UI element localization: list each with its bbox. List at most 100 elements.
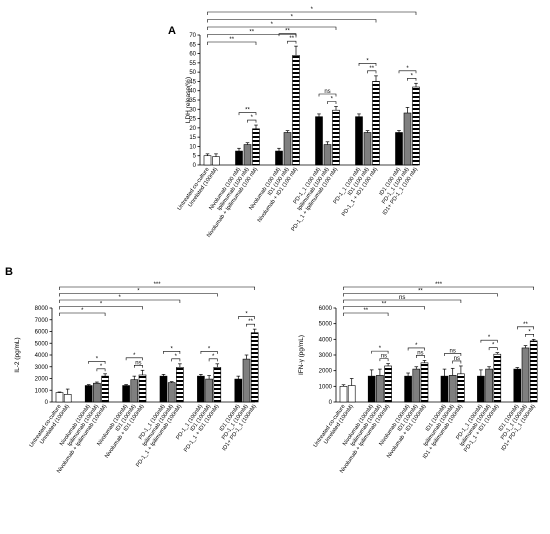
bar (243, 144, 252, 166)
panel-label: B (5, 266, 13, 278)
significance-bracket (371, 350, 389, 354)
bar (138, 374, 147, 403)
significance-bracket (207, 41, 257, 45)
significance-label: ** (363, 308, 368, 314)
y-tick-label: 35 (189, 98, 196, 104)
bar (130, 379, 139, 403)
significance-bracket (343, 286, 534, 290)
significance-label: ns (324, 89, 330, 95)
significance-bracket (96, 368, 106, 372)
panel-a-ldh-chart: A 0 5 10 15 20 25 30 35 40 45 50 55 60 65 70 LDH release… (168, 7, 420, 239)
significance-bracket (367, 70, 377, 74)
bar (275, 150, 283, 166)
significance-label: * (271, 22, 274, 28)
y-tick-label: 5000 (35, 341, 49, 347)
significance-bracket (407, 347, 425, 351)
bar (420, 362, 429, 403)
panel-b-il2-chart: B 0 1000 2000 3000 4000 5000 6000 7000 8000 IL-2 (… (5, 266, 259, 475)
y-tick-label: 40 (189, 89, 196, 95)
bar (477, 375, 485, 403)
y-tick-label: 6000 (35, 330, 49, 336)
significance-bracket (343, 293, 498, 297)
bar (412, 86, 420, 166)
significance-label: * (175, 354, 178, 360)
significance-bracket (278, 33, 297, 37)
bar (529, 340, 538, 403)
significance-label: ** (248, 319, 253, 325)
bar (367, 375, 376, 403)
significance-label: * (212, 354, 215, 360)
significance-label: * (366, 58, 369, 64)
significance-label: * (137, 289, 140, 295)
significance-bracket (163, 351, 181, 354)
bar (376, 375, 384, 403)
significance-label: ns (450, 348, 456, 354)
significance-label: * (251, 115, 254, 121)
bar (84, 385, 93, 403)
y-tick-label: 0 (329, 400, 333, 406)
significance-bracket (327, 101, 337, 104)
significance-label: ** (523, 322, 528, 328)
significance-bracket (59, 286, 255, 290)
significance-bracket (407, 77, 417, 81)
y-tick-label: 60 (189, 52, 196, 58)
significance-label: *** (435, 282, 443, 288)
significance-label: ns (135, 360, 141, 366)
y-tick-label: 70 (189, 33, 196, 39)
bar (412, 368, 421, 403)
bar (197, 375, 205, 403)
significance-label: * (488, 335, 491, 341)
y-tick-label: 0 (193, 163, 197, 169)
significance-bracket (416, 355, 425, 358)
significance-label: * (245, 312, 248, 318)
y-tick-label: 0 (45, 400, 49, 406)
bar (159, 375, 168, 403)
significance-label: ** (249, 30, 254, 36)
significance-bracket (246, 323, 255, 327)
bar (93, 382, 101, 403)
y-tick-label: 55 (189, 61, 196, 67)
y-tick-label: 25 (189, 117, 196, 123)
significance-bracket (287, 40, 297, 44)
significance-bracket (525, 334, 534, 337)
significance-label: ** (382, 302, 387, 308)
significance-label: ** (418, 289, 423, 295)
significance-bracket (238, 316, 255, 320)
significance-bracket (488, 347, 498, 351)
bar (521, 347, 530, 403)
significance-label: * (411, 73, 414, 79)
significance-bracket (59, 299, 181, 303)
y-tick-label: 7000 (35, 318, 49, 324)
significance-bracket (200, 351, 218, 354)
y-tick-label: 2000 (319, 369, 333, 375)
bar (122, 385, 130, 403)
significance-bracket (343, 312, 389, 316)
significance-label: ** (369, 66, 374, 72)
y-tick-label: 45 (189, 79, 196, 85)
significance-label: ** (285, 29, 290, 35)
bar (332, 109, 340, 166)
bar (167, 382, 176, 403)
significance-bracket (398, 70, 417, 74)
bar (403, 112, 412, 166)
y-tick-label: 50 (189, 70, 196, 76)
significance-bracket (207, 19, 377, 23)
y-tick-label: 10 (189, 144, 196, 150)
bar (339, 386, 348, 403)
significance-label: * (100, 302, 103, 308)
bar (448, 375, 457, 403)
significance-label: * (171, 346, 174, 352)
significance-label: * (291, 15, 294, 21)
bar (440, 375, 449, 403)
y-tick-label: 4000 (35, 353, 49, 359)
significance-bracket (207, 26, 337, 30)
significance-label: * (81, 308, 84, 314)
significance-label: * (133, 353, 136, 359)
significance-bracket (452, 360, 462, 364)
significance-bracket (358, 63, 377, 66)
significance-label: * (379, 346, 382, 352)
bar (235, 150, 243, 166)
bar (347, 385, 356, 403)
